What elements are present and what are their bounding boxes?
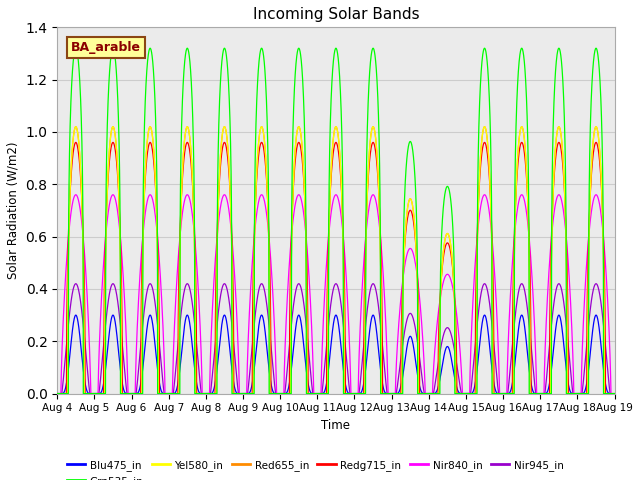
Grn535_in: [316, 391, 323, 396]
Line: Blu475_in: Blu475_in: [57, 315, 614, 394]
Legend: Blu475_in, Grn535_in, Yel580_in, Red655_in, Redg715_in, Nir840_in, Nir945_in: Blu475_in, Grn535_in, Yel580_in, Red655_…: [63, 456, 568, 480]
Blu475_in: [611, 391, 618, 396]
Line: Grn535_in: Grn535_in: [57, 48, 614, 394]
Red655_in: [316, 391, 323, 396]
Nir840_in: [53, 391, 61, 396]
Nir945_in: [72, 281, 79, 287]
Nir840_in: [316, 391, 323, 396]
Nir840_in: [72, 192, 79, 198]
Line: Red655_in: Red655_in: [57, 127, 614, 394]
Red655_in: [72, 124, 79, 130]
Blu475_in: [610, 391, 618, 396]
Red655_in: [430, 391, 438, 396]
Text: BA_arable: BA_arable: [71, 41, 141, 54]
Yel580_in: [611, 391, 618, 396]
Yel580_in: [53, 391, 61, 396]
Yel580_in: [316, 391, 323, 396]
Yel580_in: [430, 391, 438, 396]
Yel580_in: [610, 391, 618, 396]
Redg715_in: [154, 232, 161, 238]
Line: Nir840_in: Nir840_in: [57, 195, 614, 394]
Nir945_in: [316, 391, 323, 396]
Grn535_in: [154, 278, 161, 284]
Red655_in: [461, 391, 468, 396]
Red655_in: [610, 391, 618, 396]
Redg715_in: [72, 140, 79, 145]
Red655_in: [53, 391, 61, 396]
Blu475_in: [430, 391, 438, 396]
Grn535_in: [610, 391, 618, 396]
Nir945_in: [430, 387, 438, 393]
Grn535_in: [53, 391, 61, 396]
Yel580_in: [154, 252, 161, 258]
Line: Yel580_in: Yel580_in: [57, 127, 614, 394]
Blu475_in: [493, 390, 500, 396]
Blu475_in: [316, 391, 323, 396]
Redg715_in: [53, 391, 61, 396]
Yel580_in: [493, 391, 500, 396]
Grn535_in: [493, 391, 500, 396]
Nir840_in: [610, 391, 618, 396]
Nir840_in: [493, 305, 500, 311]
Blu475_in: [72, 312, 79, 318]
Nir840_in: [154, 234, 161, 240]
Title: Incoming Solar Bands: Incoming Solar Bands: [253, 7, 419, 22]
Nir840_in: [430, 358, 438, 363]
Nir945_in: [611, 391, 618, 396]
Blu475_in: [53, 391, 61, 396]
Nir840_in: [461, 391, 468, 396]
Blu475_in: [461, 391, 468, 396]
Yel580_in: [461, 391, 468, 396]
Nir945_in: [493, 371, 500, 377]
Redg715_in: [611, 391, 618, 396]
Red655_in: [493, 391, 500, 396]
Line: Redg715_in: Redg715_in: [57, 143, 614, 394]
Blu475_in: [154, 366, 161, 372]
Nir945_in: [461, 391, 468, 396]
Nir840_in: [611, 391, 618, 396]
Redg715_in: [316, 391, 323, 396]
Y-axis label: Solar Radiation (W/m2): Solar Radiation (W/m2): [7, 142, 20, 279]
Yel580_in: [72, 124, 79, 130]
Line: Nir945_in: Nir945_in: [57, 284, 614, 394]
Nir945_in: [154, 321, 161, 327]
Grn535_in: [461, 391, 468, 396]
Redg715_in: [493, 391, 500, 396]
X-axis label: Time: Time: [321, 419, 351, 432]
Redg715_in: [430, 391, 438, 396]
Nir945_in: [53, 391, 61, 396]
Red655_in: [611, 391, 618, 396]
Red655_in: [154, 252, 161, 258]
Nir945_in: [610, 391, 618, 396]
Redg715_in: [461, 391, 468, 396]
Grn535_in: [430, 391, 438, 396]
Grn535_in: [72, 45, 79, 51]
Grn535_in: [611, 391, 618, 396]
Redg715_in: [610, 391, 618, 396]
